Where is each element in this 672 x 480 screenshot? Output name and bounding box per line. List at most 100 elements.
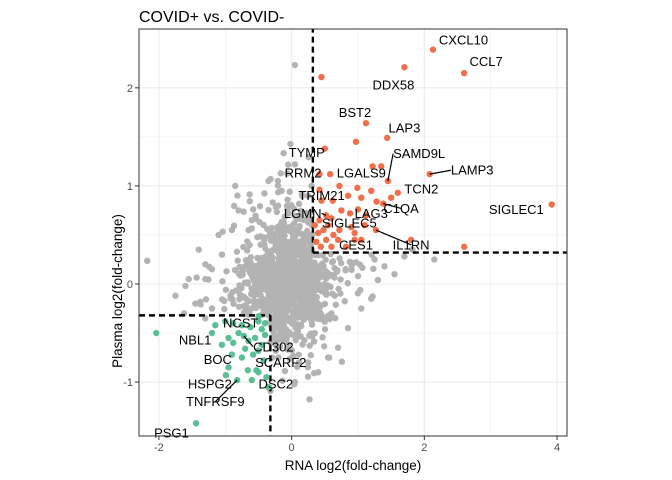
gene-point-lap3: [383, 134, 391, 142]
background-point: [236, 291, 244, 298]
background-point: [300, 242, 308, 249]
background-point: [323, 291, 330, 298]
gene-label-boc: BOC: [204, 352, 232, 367]
gene-label-tnfrsf9: TNFRSF9: [186, 394, 245, 409]
background-point: [401, 253, 408, 260]
background-point: [300, 294, 307, 301]
background-point: [295, 276, 302, 284]
background-point: [202, 296, 210, 303]
background-point: [286, 355, 294, 362]
background-point: [285, 224, 292, 231]
gene-label-lap3: LAP3: [389, 121, 421, 136]
up-point: [352, 138, 360, 145]
gene-label-ces1: CES1: [339, 237, 373, 252]
down-point: [235, 329, 242, 337]
background-point: [235, 303, 243, 310]
down-point: [247, 323, 254, 331]
background-point: [284, 196, 291, 203]
background-point: [332, 301, 340, 308]
background-point: [328, 310, 335, 317]
x-tick-label: 4: [554, 442, 560, 454]
background-point: [272, 296, 279, 304]
down-point: [238, 354, 246, 361]
background-point: [219, 278, 226, 285]
up-point: [338, 207, 345, 214]
gene-label-psg1: PSG1: [154, 426, 189, 441]
background-point: [303, 209, 310, 217]
gene-label-trim21: TRIM21: [298, 188, 344, 203]
background-point: [229, 296, 236, 303]
background-point: [254, 254, 261, 262]
background-point: [192, 300, 199, 307]
down-point: [258, 325, 265, 333]
background-point: [292, 334, 299, 342]
background-point: [334, 344, 342, 351]
background-point: [257, 241, 264, 248]
down-point: [241, 345, 249, 352]
background-point: [250, 298, 257, 305]
background-points: [144, 61, 438, 403]
y-tick-label: 0: [127, 279, 133, 291]
background-point: [144, 257, 151, 265]
background-point: [371, 256, 378, 263]
gene-point-psg1: [192, 420, 200, 427]
up-point: [329, 197, 336, 204]
background-point: [291, 161, 299, 168]
gene-label-nbl1: NBL1: [179, 332, 212, 347]
background-point: [228, 226, 236, 234]
background-point: [276, 257, 283, 264]
background-point: [272, 245, 279, 252]
up-point: [312, 238, 320, 246]
background-point: [348, 266, 355, 274]
gene-leader-tnfrsf9: [214, 379, 238, 403]
up-point: [317, 243, 325, 250]
background-point: [275, 268, 283, 275]
background-point: [292, 243, 300, 250]
background-point: [197, 301, 204, 308]
background-point: [246, 241, 253, 249]
gene-point-siglec5: [328, 215, 335, 222]
up-point: [320, 226, 327, 234]
background-point: [287, 140, 294, 148]
background-point: [298, 214, 305, 221]
background-point: [271, 303, 279, 310]
background-point: [253, 283, 261, 290]
background-point: [306, 396, 313, 403]
gene-label-rrm2: RRM2: [285, 166, 322, 181]
gene-point-tymp: [321, 145, 328, 152]
background-point: [354, 272, 362, 280]
background-point: [193, 274, 200, 281]
background-point: [240, 208, 247, 215]
gene-point-ces1: [351, 236, 358, 244]
background-point: [245, 305, 252, 313]
background-point: [274, 177, 282, 185]
down-point: [225, 334, 232, 342]
background-point: [254, 233, 261, 241]
background-point: [281, 367, 289, 375]
background-point: [297, 321, 305, 328]
background-point: [328, 259, 336, 266]
background-point: [305, 192, 312, 199]
background-point: [284, 341, 292, 349]
up-point: [342, 243, 350, 250]
background-point: [314, 369, 322, 376]
background-point: [244, 259, 251, 267]
background-point: [286, 188, 293, 195]
chart-title: COVID+ vs. COVID-: [139, 9, 284, 26]
background-point: [324, 354, 332, 361]
background-point: [274, 287, 282, 295]
gene-point-nbl1: [153, 329, 160, 337]
gene-label-ddx58: DDX58: [372, 77, 414, 92]
up-point: [460, 243, 468, 250]
y-tick-label: 1: [127, 181, 133, 193]
up-point: [354, 184, 361, 192]
down-point: [222, 318, 229, 325]
background-point: [311, 329, 319, 337]
background-point: [208, 266, 216, 273]
background-point: [280, 323, 288, 330]
background-point: [275, 354, 282, 361]
background-point: [234, 192, 241, 199]
up-point: [358, 236, 365, 244]
background-point: [247, 290, 255, 298]
